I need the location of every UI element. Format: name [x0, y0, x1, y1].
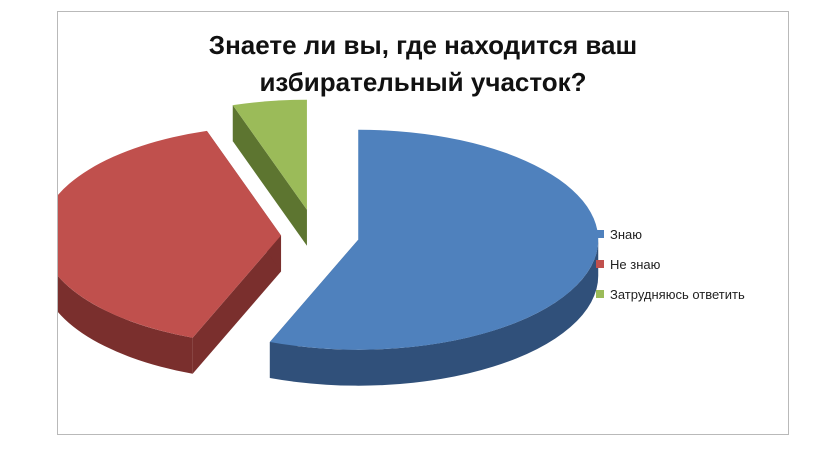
chart-title-line-2: избирательный участок?: [259, 67, 587, 97]
legend-label-know: Знаю: [610, 226, 643, 242]
pie-slice-hard-to-answer: [232, 99, 307, 246]
pie-slice-know-top: [269, 129, 599, 350]
chart-frame: Знаете ли вы, где находится ваш избирате…: [57, 11, 789, 435]
legend-swatch-hard-to-answer: [596, 290, 604, 298]
pie-chart: [58, 99, 599, 386]
chart-title: Знаете ли вы, где находится ваш избирате…: [58, 27, 788, 101]
pie-slice-dont-know-side-start: [192, 235, 282, 374]
pie-slice-dont-know: [58, 130, 282, 374]
legend-item-know: Знаю: [596, 226, 745, 242]
legend-swatch-dont-know: [596, 260, 604, 268]
pie-slice-hard-to-answer-side-start: [232, 105, 307, 246]
pie-slice-hard-to-answer-top: [232, 99, 307, 210]
chart-legend: Знаю Не знаю Затрудняюсь ответить: [596, 226, 745, 316]
legend-item-hard-to-answer: Затрудняюсь ответить: [596, 286, 745, 302]
chart-title-line-1: Знаете ли вы, где находится ваш: [208, 30, 638, 60]
legend-swatch-know: [596, 230, 604, 238]
pie-slice-dont-know-wall: [58, 276, 193, 374]
legend-label-hard-to-answer: Затрудняюсь ответить: [610, 286, 745, 302]
pie-slice-know-wall: [269, 239, 599, 386]
legend-label-dont-know: Не знаю: [610, 256, 661, 272]
pie-slice-dont-know-top: [58, 130, 282, 338]
legend-item-dont-know: Не знаю: [596, 256, 745, 272]
pie-slice-know: [269, 129, 599, 386]
